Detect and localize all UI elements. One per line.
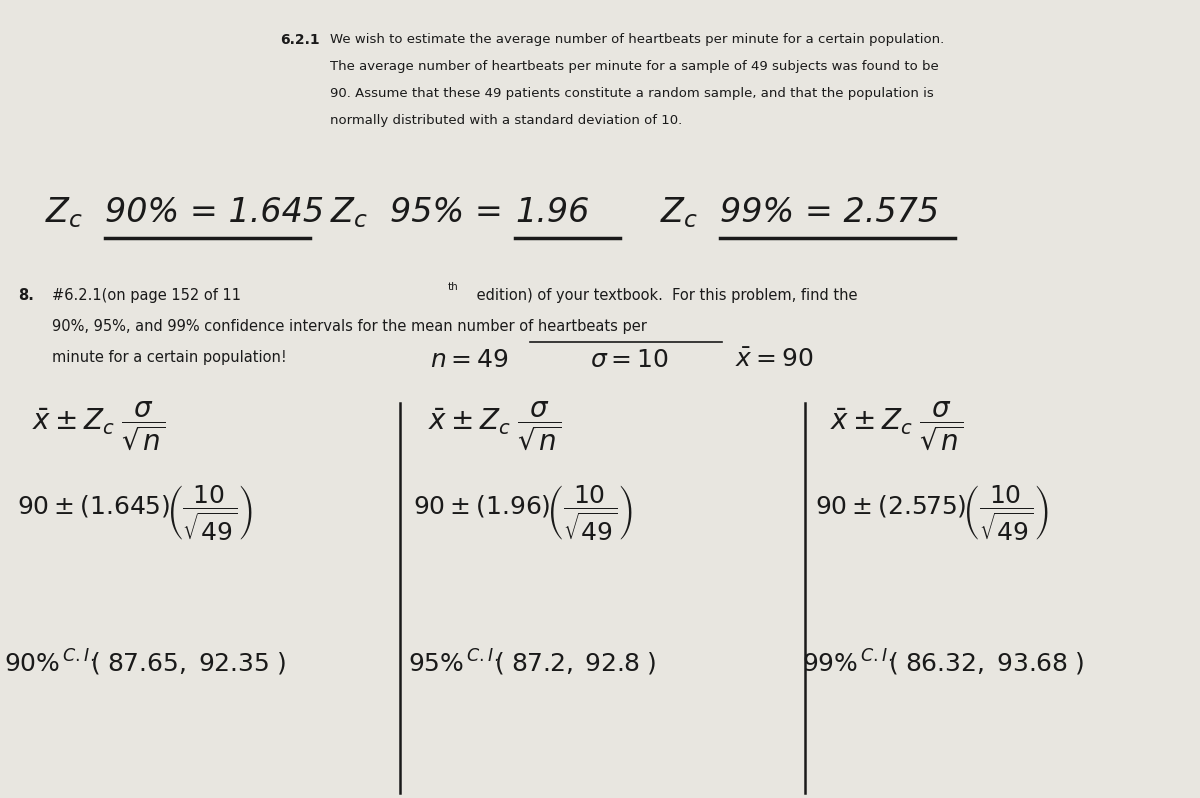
Text: $95\%^{\,C.I.}\!\!\left(\; 87.2,\; 92.8\; \right)$: $95\%^{\,C.I.}\!\!\left(\; 87.2,\; 92.8\…: [408, 648, 656, 678]
Text: $90 \pm (1.645)\!\left(\dfrac{10}{\sqrt{49}}\right)$: $90 \pm (1.645)\!\left(\dfrac{10}{\sqrt{…: [17, 484, 253, 543]
Text: 90. Assume that these 49 patients constitute a random sample, and that the popul: 90. Assume that these 49 patients consti…: [330, 87, 934, 100]
Text: 95% =: 95% =: [390, 196, 503, 230]
Text: #6.2.1(on page 152 of 11: #6.2.1(on page 152 of 11: [52, 288, 241, 303]
Text: $90\%^{\,C.I.}\!\!\left(\; 87.65,\; 92.35\; \right)$: $90\%^{\,C.I.}\!\!\left(\; 87.65,\; 92.3…: [4, 648, 286, 678]
Text: $\bar{x} \pm Z_c \; \dfrac{\sigma}{\sqrt{n}}$: $\bar{x} \pm Z_c \; \dfrac{\sigma}{\sqrt…: [428, 400, 562, 452]
Text: We wish to estimate the average number of heartbeats per minute for a certain po: We wish to estimate the average number o…: [330, 33, 944, 46]
Text: $90 \pm (2.575)\!\left(\dfrac{10}{\sqrt{49}}\right)$: $90 \pm (2.575)\!\left(\dfrac{10}{\sqrt{…: [815, 484, 1049, 543]
Text: 90% = 1.645: 90% = 1.645: [106, 196, 324, 230]
Text: 8.: 8.: [18, 288, 34, 303]
Text: $n = 49$: $n = 49$: [430, 348, 509, 372]
Text: $Z_c$: $Z_c$: [660, 196, 698, 231]
Text: 6.2.1: 6.2.1: [280, 33, 319, 47]
Text: $90 \pm (1.96)\!\left(\dfrac{10}{\sqrt{49}}\right)$: $90 \pm (1.96)\!\left(\dfrac{10}{\sqrt{4…: [413, 484, 634, 543]
Text: $\sigma = 10$: $\sigma = 10$: [590, 348, 668, 372]
Text: $\bar{x} = 90$: $\bar{x} = 90$: [734, 348, 814, 372]
Text: $Z_c$: $Z_c$: [330, 196, 368, 231]
Text: $Z_c$: $Z_c$: [46, 196, 83, 231]
Text: 90%, 95%, and 99% confidence intervals for the mean number of heartbeats per: 90%, 95%, and 99% confidence intervals f…: [52, 319, 647, 334]
Text: $\bar{x} \pm Z_c \; \dfrac{\sigma}{\sqrt{n}}$: $\bar{x} \pm Z_c \; \dfrac{\sigma}{\sqrt…: [830, 400, 964, 452]
Text: edition) of your textbook.  For this problem, find the: edition) of your textbook. For this prob…: [472, 288, 858, 303]
Text: normally distributed with a standard deviation of 10.: normally distributed with a standard dev…: [330, 114, 683, 127]
Text: 99% = 2.575: 99% = 2.575: [720, 196, 940, 230]
Text: The average number of heartbeats per minute for a sample of 49 subjects was foun: The average number of heartbeats per min…: [330, 60, 938, 73]
Text: minute for a certain population!: minute for a certain population!: [52, 350, 287, 365]
Text: $\bar{x} \pm Z_c \; \dfrac{\sigma}{\sqrt{n}}$: $\bar{x} \pm Z_c \; \dfrac{\sigma}{\sqrt…: [32, 400, 166, 452]
Text: $99\%^{\,C.I.}\!\!\left(\; 86.32,\; 93.68\; \right)$: $99\%^{\,C.I.}\!\!\left(\; 86.32,\; 93.6…: [802, 648, 1084, 678]
Text: th: th: [448, 282, 458, 292]
Text: 1.96: 1.96: [515, 196, 589, 230]
